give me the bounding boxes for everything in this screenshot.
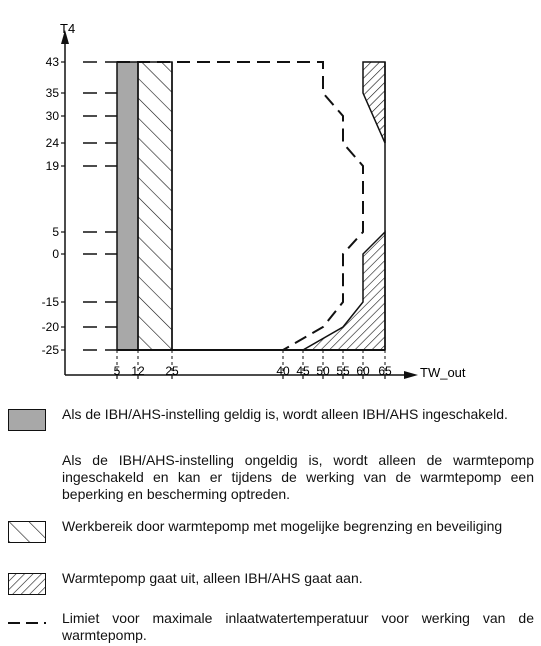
- x-tick-label: 45: [296, 364, 310, 378]
- y-tick-label: 35: [46, 86, 60, 100]
- hatch-swatch-icon: [8, 521, 46, 543]
- limit-layer: [117, 61, 364, 351]
- y-axis-label: T4: [60, 21, 75, 36]
- y-tick-label: 0: [52, 247, 59, 261]
- legend-gray-text-2: Als de IBH/AHS-instelling ongeldig is, w…: [62, 452, 534, 502]
- max-inlet-limit-line: [117, 61, 364, 351]
- y-tick-label: -15: [42, 295, 60, 309]
- y-tick-label: 43: [46, 55, 60, 69]
- dense-hatch-swatch-icon: [8, 573, 46, 595]
- ibh-only-region: [116, 61, 139, 351]
- x-tick-label: 60: [356, 364, 370, 378]
- y-tick-label: 5: [52, 225, 59, 239]
- regions-layer: [116, 61, 386, 351]
- y-tick-label: 30: [46, 109, 60, 123]
- y-tick-label: 24: [46, 136, 60, 150]
- x-tick-label: 50: [316, 364, 330, 378]
- legend-gray-text-1: Als de IBH/AHS-instelling geldig is, wor…: [62, 406, 508, 422]
- y-tick-label: -25: [42, 343, 60, 357]
- legend-dense-hatch-text: Warmtepomp gaat uit, alleen IBH/AHS gaat…: [62, 570, 363, 586]
- legend-gray: Als de IBH/AHS-instelling geldig is, wor…: [8, 406, 534, 508]
- legend-hatch-text: Werkbereik door warmtepomp met mogelijke…: [62, 518, 503, 534]
- x-tick-label: 12: [131, 364, 145, 378]
- gray-swatch-icon: [8, 409, 46, 431]
- x-tick-label: 5: [114, 364, 121, 378]
- x-tick-label: 25: [165, 364, 179, 378]
- x-tick-label: 55: [336, 364, 350, 378]
- frame-layer: [117, 62, 386, 351]
- legend-dashed: Limiet voor maximale inlaatwatertemperat…: [8, 610, 534, 644]
- legend-hatch: Werkbereik door warmtepomp met mogelijke…: [8, 518, 534, 554]
- dashed-line-icon: [8, 622, 46, 624]
- heat-pump-off-region-top: [362, 61, 386, 144]
- x-axis-arrow-icon: [404, 371, 418, 379]
- y-axis-arrow-icon: [61, 30, 69, 44]
- legend-dense-hatch: Warmtepomp gaat uit, alleen IBH/AHS gaat…: [8, 570, 534, 595]
- legend-dashed-text: Limiet voor maximale inlaatwatertemperat…: [62, 610, 534, 643]
- x-axis-label: TW_out: [420, 365, 466, 380]
- y-tick-label: 19: [46, 159, 60, 173]
- x-tick-label: 65: [378, 364, 392, 378]
- heat-pump-limited-region: [137, 61, 173, 351]
- y-tick-label: -20: [42, 320, 60, 334]
- x-tick-label: 40: [276, 364, 290, 378]
